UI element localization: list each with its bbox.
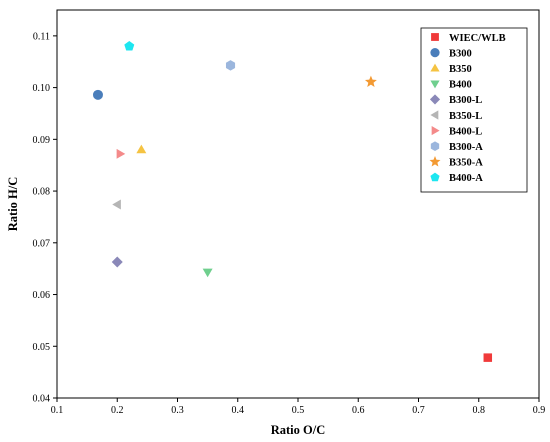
data-points	[92, 40, 493, 362]
x-tick-label: 0.3	[171, 405, 184, 416]
legend-label: WIEC/WLB	[449, 33, 506, 44]
y-tick-label: 0.06	[33, 290, 51, 301]
legend-label: B400-A	[449, 173, 483, 184]
legend-label: B350-L	[449, 111, 482, 122]
legend-marker	[431, 126, 440, 136]
legend-marker	[431, 33, 439, 41]
x-tick-label: 0.5	[292, 405, 305, 416]
legend-marker	[430, 80, 440, 89]
x-axis-title: Ratio O/C	[271, 423, 326, 437]
x-tick-label: 0.9	[533, 405, 546, 416]
data-point-b350-a	[364, 75, 377, 87]
x-tick-label: 0.1	[51, 405, 64, 416]
y-tick-label: 0.08	[33, 187, 51, 198]
legend-label: B300	[449, 48, 472, 59]
legend-marker	[429, 94, 441, 105]
y-tick-label: 0.04	[33, 394, 51, 405]
data-point-b300-a	[225, 60, 236, 71]
data-point-b400-l	[116, 148, 126, 159]
x-tick-label: 0.7	[412, 405, 425, 416]
data-point-b350-l	[112, 199, 121, 210]
data-point-b400-a	[124, 40, 135, 51]
y-tick-label: 0.09	[33, 135, 51, 146]
legend-marker	[430, 48, 440, 58]
legend: WIEC/WLB B300 B350 B400 B300-L B350-L B400-L B3…	[420, 27, 528, 193]
data-point-b350	[136, 144, 147, 154]
data-point-b300	[92, 89, 103, 100]
x-tick-label: 0.4	[232, 405, 245, 416]
data-point-wiec-wlb	[483, 353, 493, 362]
legend-marker	[430, 172, 440, 182]
legend-marker	[429, 156, 441, 167]
y-axis-ticks: 0.04 0.05 0.06 0.07 0.08 0.09 0.10 0.11	[33, 31, 57, 405]
y-tick-label: 0.11	[33, 31, 50, 42]
x-axis-ticks: 0.1 0.2 0.3 0.4 0.5 0.6 0.7 0.8 0.9	[51, 398, 546, 416]
legend-label: B350	[449, 64, 472, 75]
legend-label: B400	[449, 80, 472, 91]
x-tick-label: 0.2	[111, 405, 124, 416]
y-axis-title: Ratio H/C	[6, 177, 20, 232]
y-tick-label: 0.05	[33, 342, 51, 353]
x-tick-label: 0.8	[473, 405, 486, 416]
legend-label: B350-A	[449, 158, 483, 169]
x-tick-label: 0.6	[352, 405, 365, 416]
data-point-b300-l	[111, 256, 123, 268]
legend-marker	[430, 141, 440, 152]
legend-label: B300-L	[449, 95, 482, 106]
data-point-b400	[202, 268, 213, 278]
legend-label: B300-A	[449, 142, 483, 153]
legend-marker	[430, 63, 440, 72]
legend-marker	[430, 110, 439, 120]
legend-label: B400-L	[449, 126, 482, 137]
y-tick-label: 0.07	[33, 238, 51, 249]
y-tick-label: 0.10	[33, 83, 51, 94]
